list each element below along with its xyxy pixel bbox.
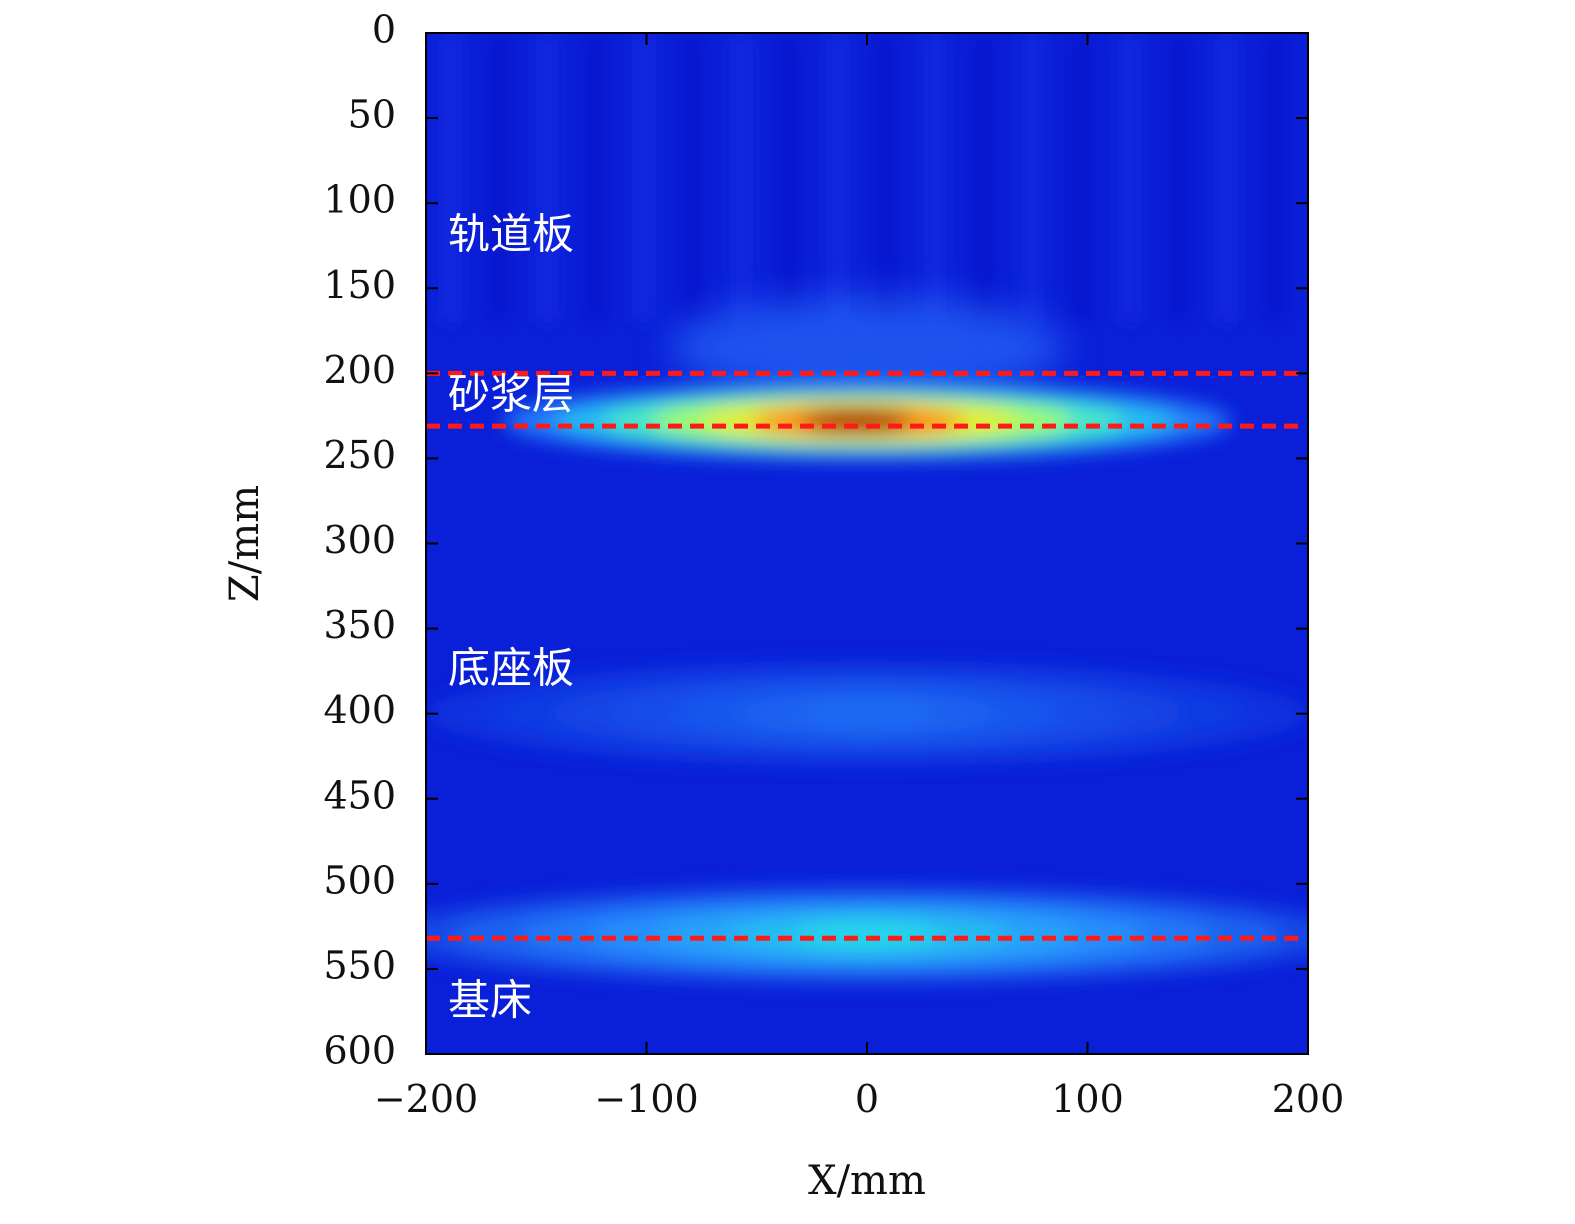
wave-streak xyxy=(1220,33,1233,323)
wave-streak xyxy=(444,33,457,323)
wave-streak xyxy=(541,33,554,323)
region-label: 轨道板 xyxy=(448,210,574,259)
y-tick-label: 300 xyxy=(323,518,396,562)
x-tick-label: 200 xyxy=(1272,1077,1345,1121)
wave-streak xyxy=(1074,33,1087,323)
x-tick-label: −100 xyxy=(594,1077,698,1121)
wave-streak xyxy=(589,33,602,323)
x-tick-label: 100 xyxy=(1051,1077,1124,1121)
wave-streak xyxy=(1123,33,1136,323)
y-tick-label: 500 xyxy=(323,858,396,902)
upper-halo xyxy=(668,296,1066,399)
y-tick-label: 550 xyxy=(323,943,396,987)
x-axis-label: X/mm xyxy=(808,1158,926,1204)
x-tick-label: 0 xyxy=(855,1077,879,1121)
y-tick-label: 200 xyxy=(323,348,396,392)
y-tick-label: 350 xyxy=(323,603,396,647)
upper-wave-texture xyxy=(444,33,1281,323)
heatmap-background xyxy=(426,33,1308,1054)
heatmap-plot-area xyxy=(426,33,1308,1054)
x-tick-label: −200 xyxy=(374,1077,478,1121)
wave-streak xyxy=(1026,33,1039,323)
wave-streak xyxy=(880,33,893,323)
region-label: 底座板 xyxy=(448,644,574,693)
y-tick-label: 250 xyxy=(323,433,396,477)
wave-streak xyxy=(1171,33,1184,323)
y-tick-label: 50 xyxy=(348,93,396,137)
y-tick-label: 600 xyxy=(323,1029,396,1073)
y-tick-label: 450 xyxy=(323,773,396,817)
y-tick-label: 150 xyxy=(323,263,396,307)
y-tick-label: 400 xyxy=(323,688,396,732)
wave-streak xyxy=(783,33,796,323)
wave-streak xyxy=(686,33,699,323)
y-tick-label: 0 xyxy=(372,8,396,52)
wave-streak xyxy=(492,33,505,323)
base-bed-interface-band-contour xyxy=(794,920,940,950)
region-label: 砂浆层 xyxy=(448,370,574,419)
wave-streak xyxy=(977,33,990,323)
layer-boundaries xyxy=(426,370,1302,941)
base-slab-mid-band xyxy=(426,662,1308,765)
mortar-layer-hotspot xyxy=(503,383,1231,459)
y-axis-label: Z/mm xyxy=(222,485,268,602)
wave-streak xyxy=(929,33,942,323)
base-slab-mid-band-contour xyxy=(800,698,934,729)
axes: 0 50 100 150 200 250 300 350 400 450 500 550 600−200… xyxy=(222,8,1344,1205)
wave-streak xyxy=(832,33,845,323)
y-tick-label: 100 xyxy=(323,178,396,222)
wave-streak xyxy=(638,33,651,323)
wave-streak xyxy=(735,33,748,323)
mortar-layer-hotspot-contour xyxy=(801,409,911,433)
wave-streak xyxy=(1268,33,1281,323)
base-bed-interface-band xyxy=(426,887,1308,983)
region-label: 基床 xyxy=(448,975,532,1024)
